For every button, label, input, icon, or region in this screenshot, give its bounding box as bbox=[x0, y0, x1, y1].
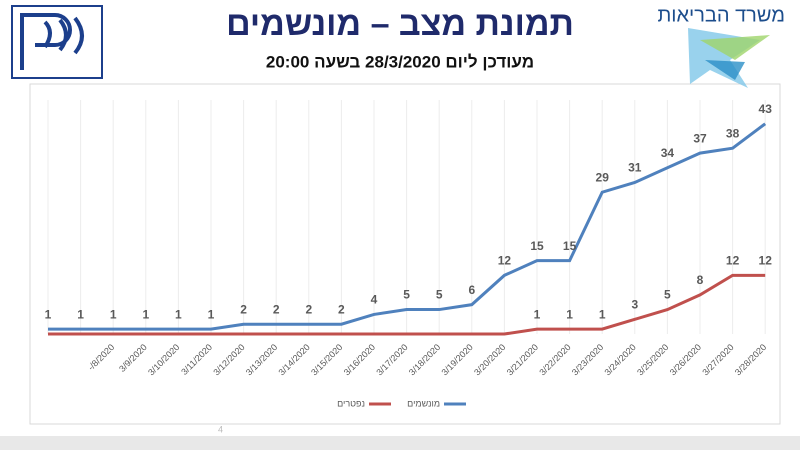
data-label: 1 bbox=[175, 307, 182, 321]
data-label: 1 bbox=[142, 307, 149, 321]
data-label: 43 bbox=[759, 102, 773, 116]
chart-frame bbox=[29, 83, 781, 425]
data-label: 1 bbox=[534, 307, 541, 321]
series-line bbox=[48, 122, 767, 331]
data-label: 1 bbox=[77, 307, 84, 321]
page-number: 4 bbox=[218, 424, 223, 434]
data-label: 3 bbox=[631, 298, 638, 312]
data-label: 2 bbox=[305, 302, 312, 316]
data-label: 1 bbox=[45, 307, 52, 321]
data-label: 37 bbox=[693, 131, 707, 145]
data-label: 5 bbox=[664, 288, 671, 302]
data-label: 2 bbox=[338, 302, 345, 316]
data-label: 6 bbox=[468, 283, 475, 297]
data-label: 2 bbox=[273, 302, 280, 316]
data-label: 8 bbox=[697, 273, 704, 287]
data-label: 12 bbox=[498, 254, 512, 268]
data-label: 15 bbox=[530, 239, 544, 253]
data-label: 5 bbox=[403, 288, 410, 302]
data-label: 12 bbox=[759, 254, 773, 268]
right-logo bbox=[688, 28, 770, 88]
data-label: 5 bbox=[436, 288, 443, 302]
data-label: 38 bbox=[726, 126, 740, 140]
left-logo bbox=[11, 5, 103, 79]
data-label: 15 bbox=[563, 239, 577, 253]
data-label: 29 bbox=[596, 170, 610, 184]
series-line bbox=[48, 273, 766, 336]
data-label: 12 bbox=[726, 254, 740, 268]
logo-text: משרד הבריאות bbox=[657, 4, 785, 26]
footer-bar bbox=[0, 436, 800, 450]
data-label: 1 bbox=[208, 307, 215, 321]
data-label: 31 bbox=[628, 161, 642, 175]
title: תמונת מצב – מונשמים bbox=[226, 5, 574, 43]
legend-label: נפטרים bbox=[337, 398, 365, 408]
data-label: 2 bbox=[240, 302, 247, 316]
subtitle: מעודכן ליום 28/3/2020 בשעה 20:00 bbox=[266, 52, 534, 71]
data-label: 1 bbox=[566, 307, 573, 321]
legend-label: מונשמים bbox=[407, 398, 440, 408]
data-label: 1 bbox=[599, 307, 606, 321]
data-label: 34 bbox=[661, 146, 675, 160]
data-label: 1 bbox=[110, 307, 117, 321]
data-label: 4 bbox=[371, 293, 378, 307]
